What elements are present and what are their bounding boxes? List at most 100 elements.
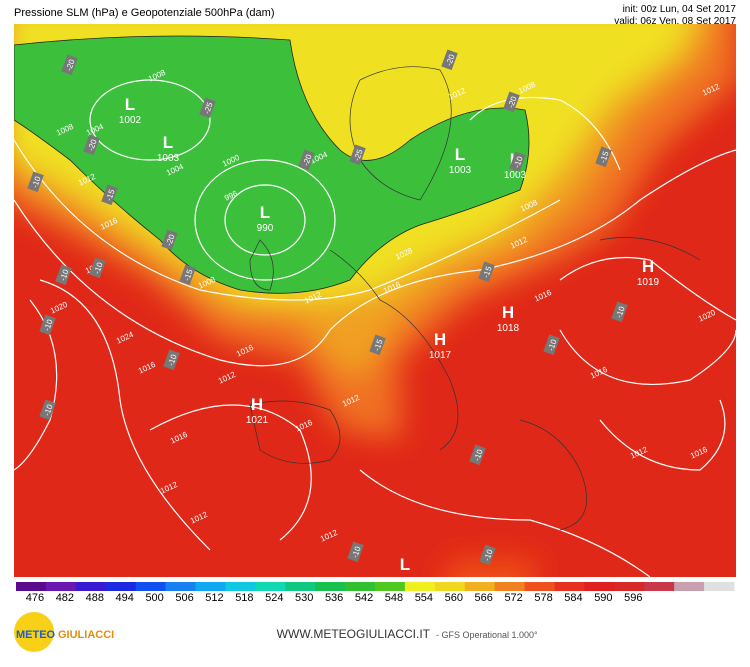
temperature-label-text: -10 — [58, 268, 71, 282]
temperature-label-text: -15 — [182, 268, 195, 282]
scale-swatch — [16, 582, 47, 591]
scale-label: 530 — [295, 592, 313, 604]
init-time: init: 00z Lun, 04 Set 2017 — [623, 4, 737, 15]
scale-label: 524 — [265, 592, 283, 604]
scale-swatch — [45, 582, 77, 591]
temperature-label-box — [163, 349, 180, 371]
center-letter: L — [400, 555, 410, 574]
scale-swatch — [494, 582, 526, 591]
temperature-label-text: -10 — [472, 448, 485, 462]
temperature-label-text: -10 — [42, 318, 55, 332]
temperature-label: -20 — [298, 149, 315, 171]
temperature-label-text: -15 — [481, 265, 494, 279]
temperature-label-box — [611, 301, 628, 323]
center-letter: H — [251, 395, 263, 414]
temperature-label-box — [347, 541, 364, 563]
center-letter: H — [434, 330, 446, 349]
logo-text: METEO — [16, 629, 56, 641]
scale-swatch — [464, 582, 496, 591]
scale-swatch — [225, 582, 256, 591]
temperature-label-text: -20 — [444, 53, 457, 67]
temperature-label-text: -15 — [372, 338, 385, 352]
scale-swatch — [614, 582, 645, 591]
scale-label: 554 — [415, 592, 433, 604]
scale-label: 500 — [145, 592, 163, 604]
scale-label: 494 — [116, 592, 134, 604]
temperature-label: -10 — [479, 544, 496, 566]
center-value: 1002 — [119, 115, 142, 126]
temperature-label-text: -10 — [482, 548, 495, 562]
temperature-label-text: -10 — [166, 353, 179, 367]
temperature-label-box — [503, 91, 520, 113]
temperature-label-box — [179, 264, 196, 286]
temperature-label-box — [509, 151, 526, 173]
temperature-label-text: -10 — [42, 403, 55, 417]
temperature-label-box — [27, 171, 44, 193]
scale-label: 476 — [26, 592, 44, 604]
temperature-label: -20 — [61, 54, 78, 76]
temperature-label: -20 — [161, 229, 178, 251]
temperature-label-box — [39, 314, 56, 336]
scale-label: 536 — [325, 592, 343, 604]
scale-swatch — [584, 582, 615, 591]
temperature-label-box — [479, 544, 496, 566]
temperature-label-text: -10 — [92, 261, 105, 275]
center-value: 1019 — [637, 277, 660, 288]
valid-time: valid: 06z Ven, 08 Set 2017 — [614, 16, 736, 27]
temperature-label: -10 — [27, 171, 44, 193]
scale-swatch — [195, 582, 226, 591]
temperature-label: -10 — [543, 334, 560, 356]
scale-swatch — [345, 582, 376, 591]
temperature-label: -20 — [441, 49, 458, 71]
scale-label: 560 — [445, 592, 463, 604]
scale-label: 542 — [355, 592, 373, 604]
scale-swatch — [165, 582, 196, 591]
temperature-label-box — [39, 399, 56, 421]
temperature-label-text: -20 — [64, 58, 77, 72]
scale-swatch — [524, 582, 555, 591]
scale-swatch — [434, 582, 466, 591]
temperature-label: -15 — [595, 146, 612, 168]
scale-swatch — [674, 582, 705, 591]
scale-swatch — [105, 582, 137, 591]
center-value: 1017 — [429, 350, 452, 361]
scale-swatch — [315, 582, 346, 591]
scale-swatch — [135, 582, 167, 591]
temperature-label-box — [55, 264, 72, 286]
title: Pressione SLM (hPa) e Geopotenziale 500h… — [14, 7, 274, 19]
temperature-label: -10 — [611, 301, 628, 323]
temperature-label-text: -10 — [614, 305, 627, 319]
temperature-label-box — [349, 144, 366, 166]
map: L1002L1003L990L1003L1003H1019H1018H1017H… — [14, 24, 736, 577]
scale-label: 518 — [235, 592, 253, 604]
temperature-label: -20 — [503, 91, 520, 113]
temperature-label-box — [298, 149, 315, 171]
coastlines — [249, 66, 701, 531]
logo-text: GIULIACCI — [58, 629, 114, 641]
temperature-label: -10 — [347, 541, 364, 563]
temperature-label-box — [441, 49, 458, 71]
temperature-label-text: -10 — [546, 338, 559, 352]
temperature-label-text: -10 — [512, 155, 525, 169]
temperature-label-text: -20 — [86, 138, 99, 152]
temperature-label-box — [543, 334, 560, 356]
green-trough — [14, 35, 530, 294]
temperature-label: -10 — [39, 314, 56, 336]
center-value: 1021 — [246, 415, 269, 426]
scale-swatch — [404, 582, 436, 591]
center-value: 1003 — [449, 165, 472, 176]
center-letter: L — [163, 133, 173, 152]
scale-label: 482 — [56, 592, 74, 604]
temperature-label-box — [101, 184, 118, 206]
temperature-label: -15 — [369, 334, 386, 356]
scale-label: 590 — [594, 592, 612, 604]
temperature-label-box — [369, 334, 386, 356]
scale-swatch — [375, 582, 406, 591]
temperature-label-box — [161, 229, 178, 251]
scale-swatch — [75, 582, 107, 591]
center-value: 990 — [257, 223, 274, 234]
model-name: - GFS Operational 1.000° — [436, 630, 538, 640]
center-letter: H — [642, 257, 654, 276]
temperature-label-box — [83, 134, 100, 156]
